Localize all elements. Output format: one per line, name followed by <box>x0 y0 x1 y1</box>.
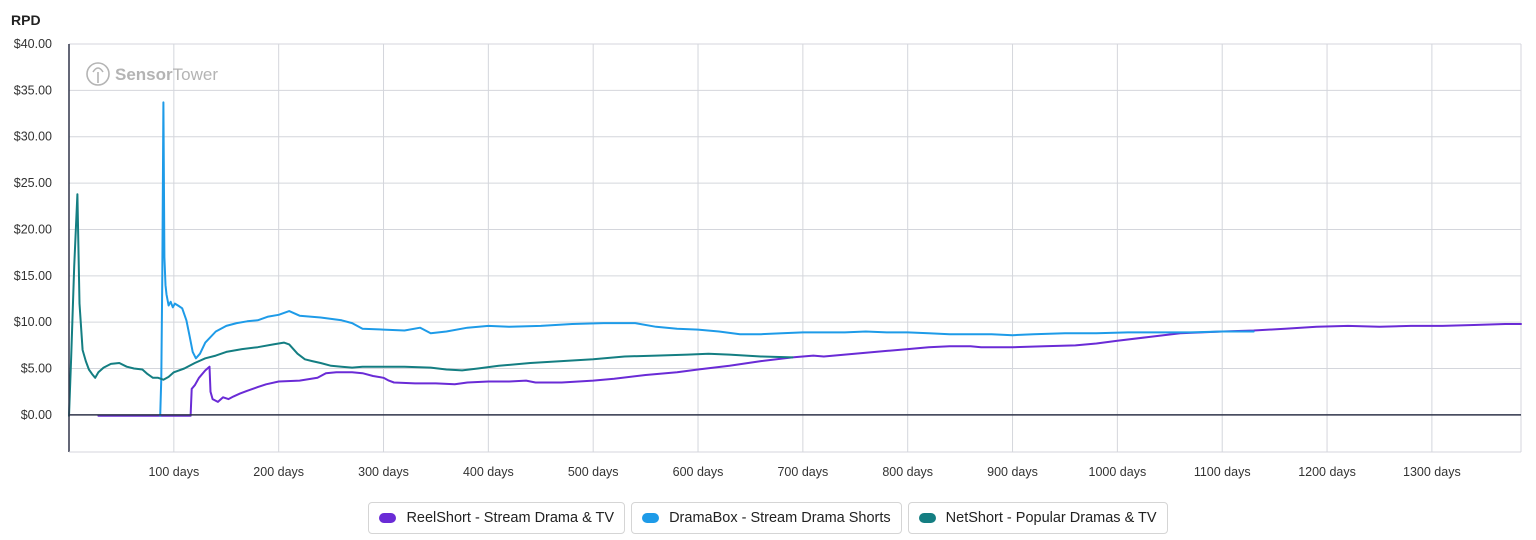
x-tick-labels: 100 days 200 days 300 days 400 days 500 days… <box>148 465 1460 479</box>
y-axis-label: RPD <box>11 12 41 28</box>
legend-item-dramabox[interactable]: DramaBox - Stream Drama Shorts <box>631 502 902 534</box>
legend-item-netshort[interactable]: NetShort - Popular Dramas & TV <box>907 502 1168 534</box>
sensor-tower-logo-icon <box>86 62 110 86</box>
x-tick-label: 800 days <box>882 465 933 479</box>
y-tick-label: $10.00 <box>14 315 52 329</box>
series-line-netshort <box>68 193 794 417</box>
watermark-light: Tower <box>173 65 219 84</box>
legend-swatch-dramabox <box>642 513 660 523</box>
x-tick-label: 1300 days <box>1403 465 1461 479</box>
legend-swatch-netshort <box>918 513 936 523</box>
y-tick-label: $15.00 <box>14 269 52 283</box>
x-tick-label: 400 days <box>463 465 514 479</box>
legend-label: DramaBox - Stream Drama Shorts <box>669 510 891 526</box>
y-tick-label: $40.00 <box>14 37 52 51</box>
x-tick-label: 100 days <box>148 465 199 479</box>
y-tick-label: $25.00 <box>14 176 52 190</box>
x-tick-label: 1000 days <box>1089 465 1147 479</box>
x-tick-label: 200 days <box>253 465 304 479</box>
legend-label: ReelShort - Stream Drama & TV <box>406 510 615 526</box>
y-tick-label: $5.00 <box>21 362 52 376</box>
legend: ReelShort - Stream Drama & TV DramaBox - … <box>0 502 1536 534</box>
legend-swatch-reelshort <box>379 513 397 523</box>
legend-label: NetShort - Popular Dramas & TV <box>945 510 1157 526</box>
x-tick-label: 1200 days <box>1298 465 1356 479</box>
series-lines <box>68 101 1522 417</box>
watermark-bold: Sensor <box>115 65 173 84</box>
sensor-tower-watermark: SensorTower <box>86 62 218 86</box>
svg-text:SensorTower: SensorTower <box>115 65 218 84</box>
y-tick-label: $0.00 <box>21 408 52 422</box>
x-tick-label: 500 days <box>568 465 619 479</box>
x-tick-label: 700 days <box>777 465 828 479</box>
x-tick-label: 1100 days <box>1194 465 1251 479</box>
y-tick-labels: $0.00 $5.00 $10.00 $15.00 $20.00 $25.00 $30.00… <box>14 37 52 422</box>
series-line-dramabox <box>159 101 1255 417</box>
x-tick-label: 300 days <box>358 465 409 479</box>
y-tick-label: $20.00 <box>14 222 52 236</box>
legend-item-reelshort[interactable]: ReelShort - Stream Drama & TV <box>368 502 626 534</box>
series-line-reelshort <box>97 323 1522 417</box>
y-tick-label: $30.00 <box>14 130 52 144</box>
rpd-line-chart: RPD $0.00 $5.00 $10.00 $15.00 $20.00 $25.00 $3… <box>11 12 1522 479</box>
x-tick-label: 600 days <box>673 465 724 479</box>
x-tick-label: 900 days <box>987 465 1038 479</box>
y-tick-label: $35.00 <box>14 83 52 97</box>
axes <box>68 44 1521 453</box>
gridlines <box>69 43 1522 452</box>
